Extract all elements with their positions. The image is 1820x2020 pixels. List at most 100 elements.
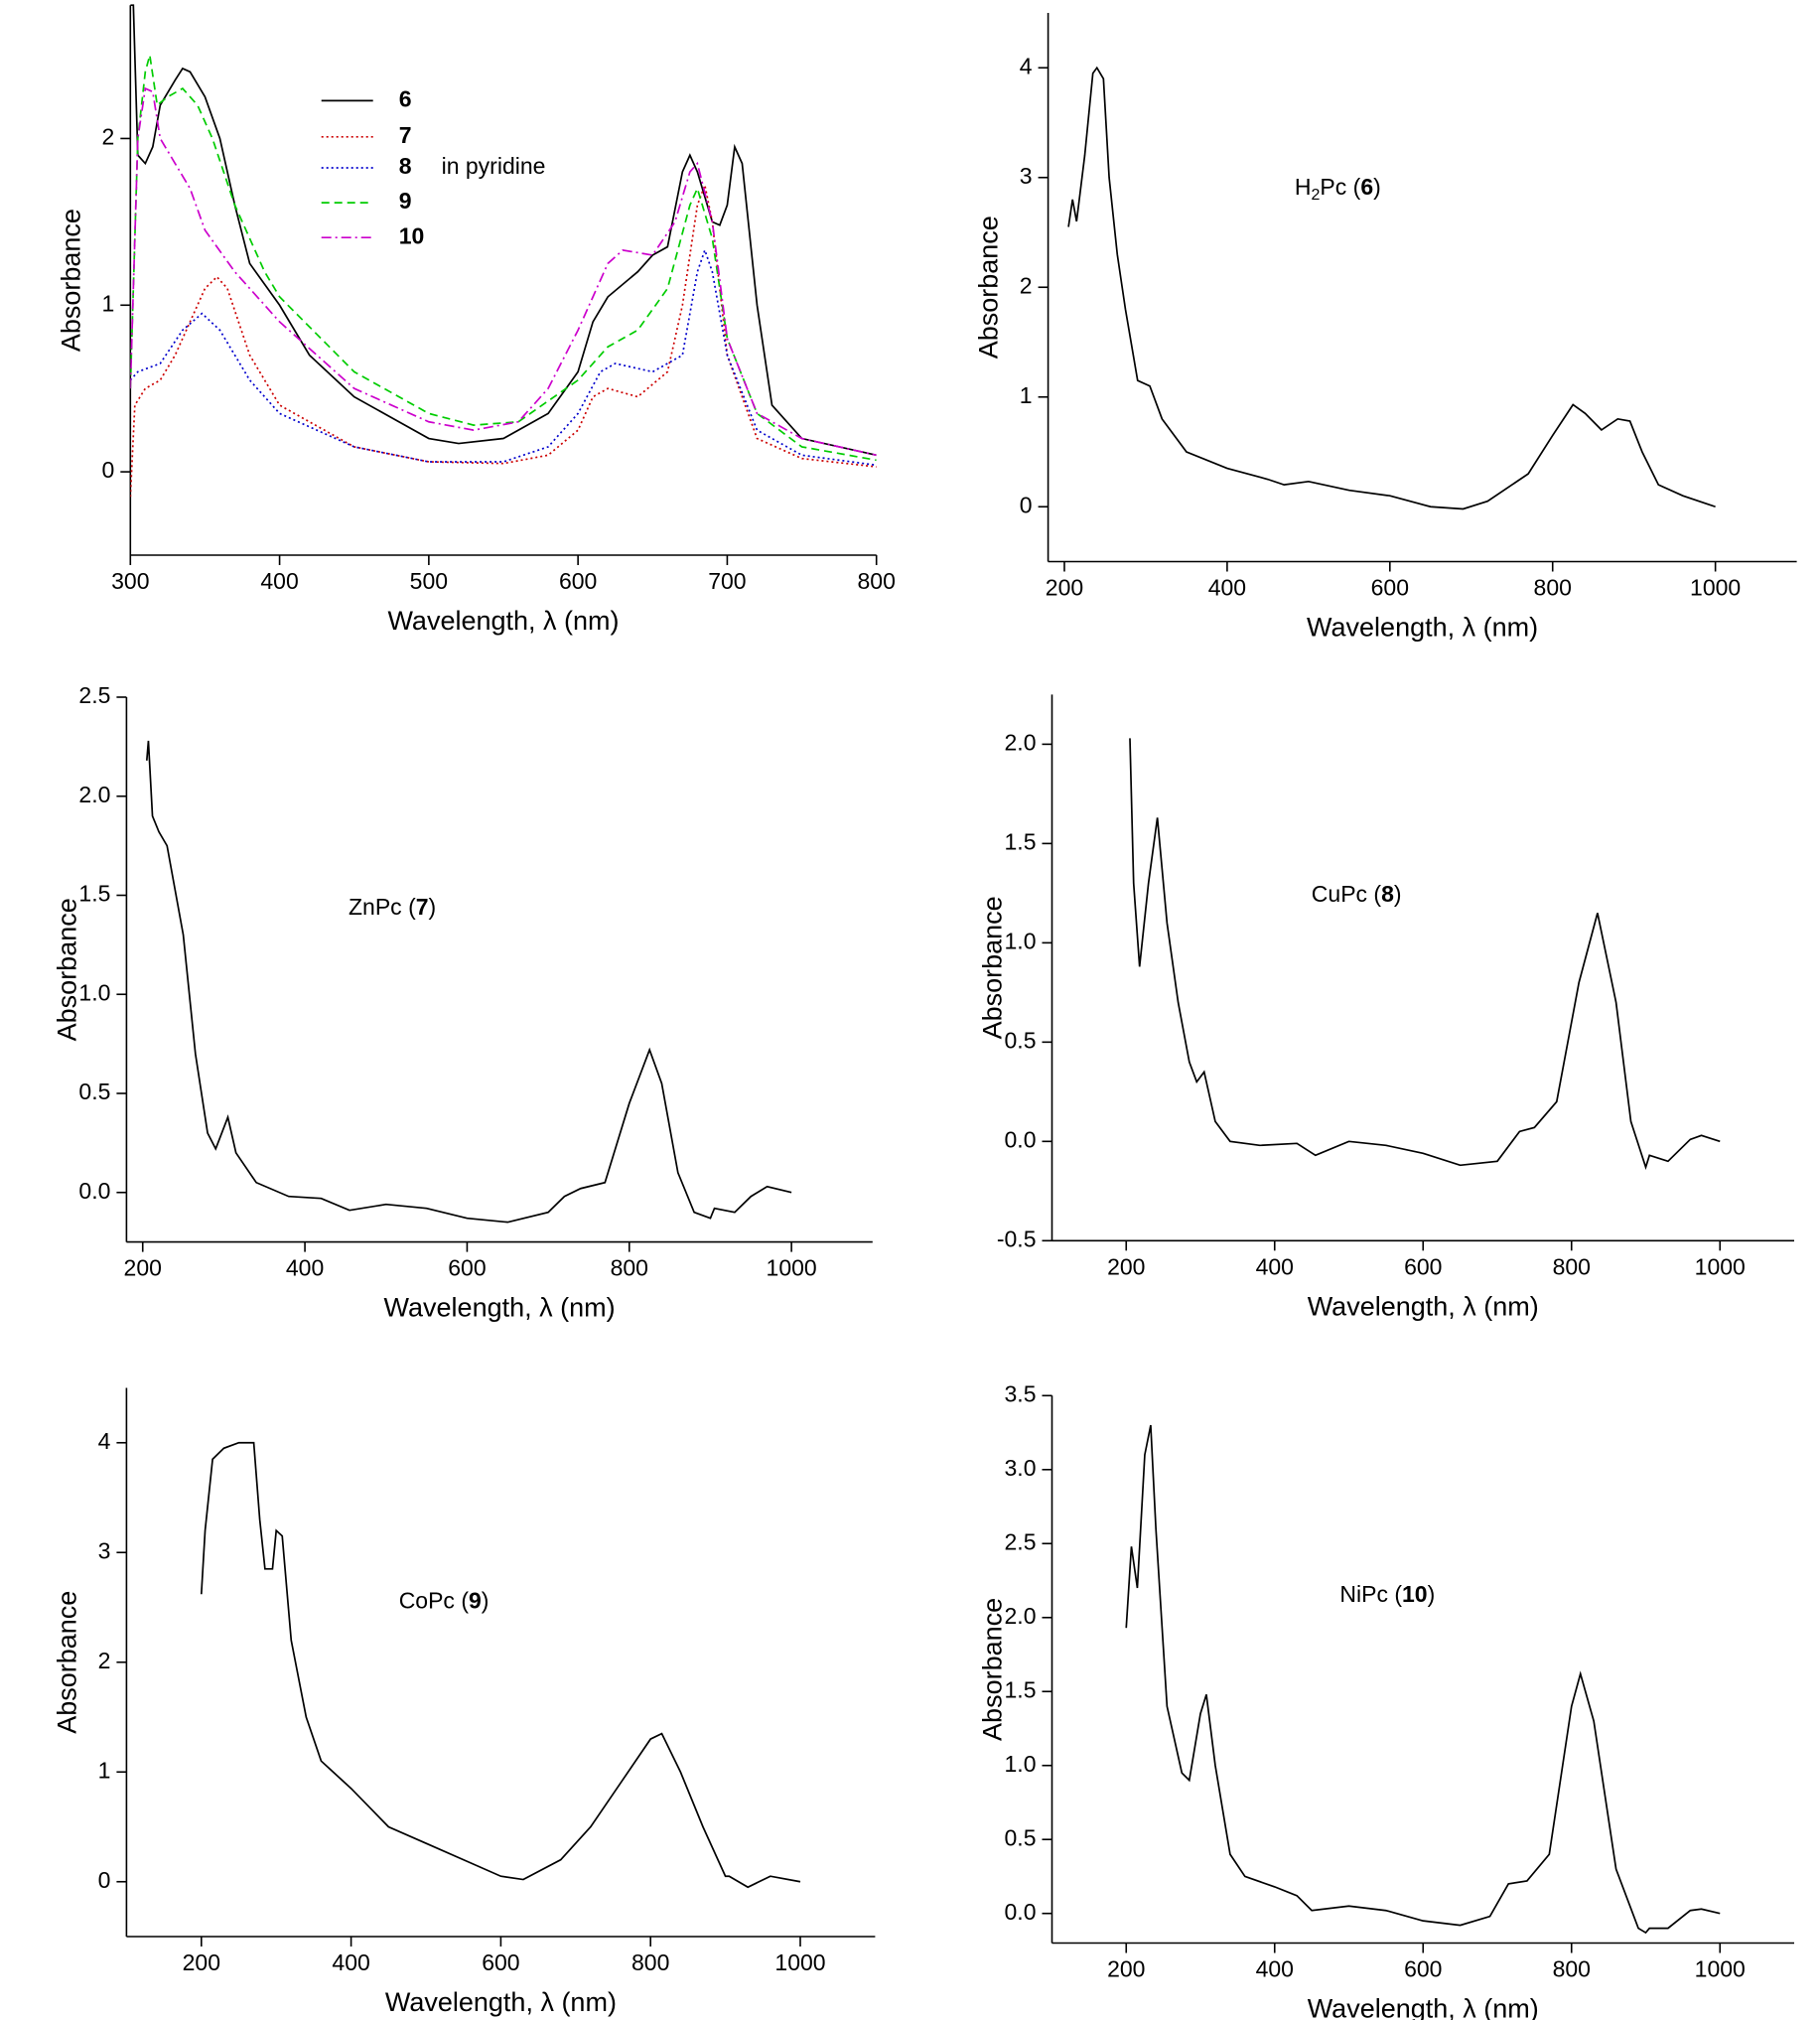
y-tick-label: 1 <box>102 290 115 316</box>
label-part: Pc ( <box>1320 174 1360 200</box>
y-tick-label: 1.0 <box>1005 1751 1037 1777</box>
legend-note: in pyridine <box>442 153 546 179</box>
x-axis-label: Wavelength, λ (nm) <box>1307 613 1538 643</box>
legend-label: 6 <box>399 85 412 111</box>
y-tick-label: 3.5 <box>1005 1380 1037 1406</box>
label-part: ) <box>482 1587 490 1613</box>
y-tick-label: 2.5 <box>1005 1528 1037 1554</box>
x-axis-label: Wavelength, λ (nm) <box>384 1293 616 1323</box>
label-bold: 8 <box>1381 881 1394 907</box>
label-part: CuPc ( <box>1312 881 1382 907</box>
chart-panel: 200 400 600 800 1000 0.0 0.5 1.0 1.5 2.0 2.5 3.0 3.5… <box>978 1380 1794 2020</box>
y-tick-label: 3.0 <box>1005 1455 1037 1481</box>
x-tick-label: 200 <box>1046 575 1083 601</box>
x-tick-label: 400 <box>332 1949 369 1975</box>
y-tick-label: 1.5 <box>78 881 110 907</box>
x-tick-label: 200 <box>183 1949 220 1975</box>
x-tick-label: 600 <box>448 1255 486 1281</box>
x-tick-label: 400 <box>286 1255 324 1281</box>
chart-panel: 200 400 600 800 1000 0 1 2 3 4 Wavelength, λ (nm) A… <box>974 13 1797 643</box>
x-tick-label: 300 <box>111 568 149 594</box>
x-tick-label: 200 <box>1107 1956 1145 1982</box>
x-tick-label: 200 <box>124 1255 162 1281</box>
y-axis-label: Absorbance <box>56 209 85 352</box>
spectrum-line <box>1129 738 1721 1171</box>
legend-label: 7 <box>399 122 412 148</box>
plot-area <box>1125 1424 1721 1935</box>
x-tick-label: 800 <box>631 1949 669 1975</box>
y-axis-label: Absorbance <box>974 216 1004 359</box>
x-tick-label: 600 <box>482 1949 519 1975</box>
label-subscript: 2 <box>1312 187 1321 204</box>
chart-panel: 200 400 600 800 1000 0 1 2 3 4 Wavelength, λ (nm) A… <box>53 1387 876 2017</box>
x-tick-label: 600 <box>1371 575 1409 601</box>
y-axis-label: Absorbance <box>978 896 1008 1039</box>
spectrum-line <box>1067 66 1716 510</box>
y-tick-label: 2.5 <box>78 682 110 708</box>
chart-panel: 300 400 500 600 700 800 0 1 2 Wavelength, λ (nm) A… <box>56 4 896 636</box>
y-tick-label: 0.5 <box>1005 1824 1037 1850</box>
plot-area <box>1129 738 1721 1171</box>
spectrum-line <box>145 740 792 1224</box>
y-tick-label: 3 <box>98 1537 111 1563</box>
spectrum-line <box>130 86 877 457</box>
y-tick-label: 3 <box>1020 163 1033 189</box>
plot-area <box>1067 66 1716 510</box>
x-tick-label: 800 <box>611 1255 648 1281</box>
x-tick-label: 1000 <box>767 1255 817 1281</box>
y-tick-label: 0 <box>1020 492 1033 517</box>
label-part: ) <box>1428 1581 1436 1607</box>
label-part: ) <box>429 894 437 920</box>
y-tick-label: 0 <box>102 457 115 483</box>
legend-label: 9 <box>399 188 412 214</box>
y-tick-label: 1.5 <box>1005 1676 1037 1702</box>
y-tick-label: 2 <box>98 1648 111 1673</box>
label-bold: 9 <box>469 1587 482 1613</box>
compound-label: H2Pc (6) <box>1295 174 1381 204</box>
y-tick-label: 0.0 <box>78 1178 110 1204</box>
x-tick-label: 400 <box>1208 575 1246 601</box>
x-tick-label: 1000 <box>774 1949 825 1975</box>
y-tick-label: 2.0 <box>1005 1603 1037 1629</box>
compound-label: CuPc (8) <box>1312 881 1402 907</box>
y-tick-label: 1.5 <box>1005 828 1037 854</box>
spectrum-line <box>200 1441 801 1889</box>
y-axis-label: Absorbance <box>978 1598 1008 1741</box>
y-axis-label: Absorbance <box>53 898 82 1041</box>
legend-label: 8 <box>399 153 412 179</box>
label-bold: 6 <box>1360 174 1373 200</box>
x-tick-label: 400 <box>260 568 298 594</box>
y-tick-label: 1 <box>98 1757 111 1783</box>
x-tick-label: 600 <box>1404 1956 1442 1982</box>
x-axis-label: Wavelength, λ (nm) <box>387 606 619 636</box>
y-tick-label: -0.5 <box>997 1226 1037 1251</box>
legend-label: 10 <box>399 222 425 248</box>
y-tick-label: 1.0 <box>78 979 110 1005</box>
x-tick-label: 800 <box>858 568 896 594</box>
label-bold: 7 <box>416 894 429 920</box>
plot-area <box>145 740 792 1224</box>
spectrum-line <box>130 55 877 462</box>
y-tick-label: 2 <box>102 124 115 150</box>
x-tick-label: 700 <box>708 568 746 594</box>
x-tick-label: 800 <box>1553 1253 1591 1279</box>
x-tick-label: 1000 <box>1695 1253 1746 1279</box>
spectrum-line <box>130 4 877 457</box>
x-tick-label: 800 <box>1553 1956 1591 1982</box>
x-tick-label: 400 <box>1256 1253 1294 1279</box>
compound-label: CoPc (9) <box>399 1587 490 1613</box>
x-tick-label: 200 <box>1107 1253 1145 1279</box>
y-tick-label: 4 <box>1020 53 1033 78</box>
x-tick-label: 600 <box>559 568 597 594</box>
x-axis-label: Wavelength, λ (nm) <box>1308 1994 1539 2020</box>
x-tick-label: 1000 <box>1690 575 1741 601</box>
y-tick-label: 2 <box>1020 272 1033 298</box>
y-tick-label: 2.0 <box>1005 729 1037 755</box>
y-tick-label: 0.5 <box>1005 1027 1037 1053</box>
label-bold: 10 <box>1402 1581 1428 1607</box>
y-tick-label: 4 <box>98 1428 111 1454</box>
compound-label: NiPc (10) <box>1339 1581 1435 1607</box>
label-part: H <box>1295 174 1312 200</box>
